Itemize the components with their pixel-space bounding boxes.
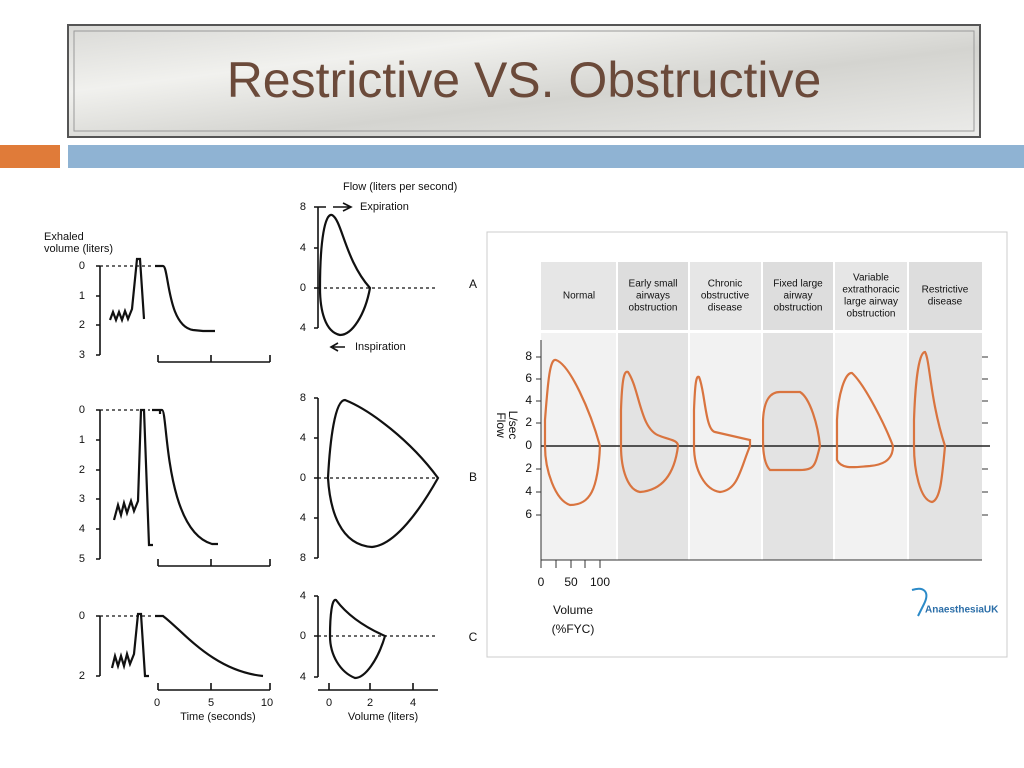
column-header: Normal	[563, 291, 595, 302]
volume-tick-label: 2	[79, 670, 85, 682]
volume-tick-label: 1	[79, 290, 85, 302]
logo: AnaesthesiaUK	[925, 605, 999, 616]
volume-tick-label: 4	[410, 697, 416, 709]
flow-tick-label: 0	[525, 438, 532, 452]
flow-tick-label: 4	[300, 512, 306, 524]
flow-tick-label: 2	[525, 415, 532, 429]
volume-tick-label: 1	[79, 434, 85, 446]
volume-axis-label: Volume (liters)	[348, 711, 418, 723]
flow-tick-label: 2	[525, 461, 532, 475]
column-header: Chronic	[708, 279, 742, 290]
flow-tick-label: 0	[300, 630, 306, 642]
flow-tick-label: 6	[525, 371, 532, 385]
volume-axis-label: volume (liters)	[44, 243, 113, 255]
flow-tick-label: 8	[300, 201, 306, 213]
column-header: obstructive	[701, 291, 750, 302]
flow-tick-label: 8	[525, 349, 532, 363]
time-tick-label: 5	[208, 697, 214, 709]
column-header: obstruction	[847, 309, 896, 320]
flow-axis-label: Flow	[494, 412, 508, 438]
flow-axis-label: Flow (liters per second)	[343, 181, 457, 193]
flow-tick-label: 8	[300, 552, 306, 564]
inspiration-label: Inspiration	[355, 341, 406, 353]
column-header: Variable	[853, 273, 889, 284]
volume-tick-label: 3	[79, 493, 85, 505]
column-header: obstruction	[774, 303, 823, 314]
column-header: Fixed large	[773, 279, 823, 290]
panel-label: C	[469, 630, 478, 644]
right-figure-shapes	[486, 231, 1008, 658]
volume-tick-label: 5	[79, 553, 85, 565]
flow-tick-label: 4	[525, 393, 532, 407]
flow-tick-label: 4	[300, 322, 306, 334]
volume-axis-label: Exhaled	[44, 231, 84, 243]
volume-tick-label: 2	[79, 319, 85, 331]
column-header: large airway	[844, 297, 898, 308]
panel-label: B	[469, 470, 477, 484]
flow-tick-label: 0	[300, 472, 306, 484]
flow-tick-label: 8	[300, 392, 306, 404]
x-tick-label: 100	[590, 575, 610, 589]
x-tick-label: 50	[564, 575, 578, 589]
flow-tick-label: 4	[300, 432, 306, 444]
panel-label: A	[469, 277, 477, 291]
x-tick-label: 0	[538, 575, 545, 589]
title: Restrictive VS. Obstructive	[227, 52, 822, 108]
column-header: airways	[636, 291, 670, 302]
volume-tick-label: 0	[79, 404, 85, 416]
volume-tick-label: 0	[326, 697, 332, 709]
title-frame	[73, 30, 975, 132]
column-header: airway	[784, 291, 813, 302]
column-header: disease	[708, 303, 743, 314]
x-axis-label: (%FYC)	[552, 622, 595, 636]
header-bar	[68, 145, 1024, 168]
column-header: Early small	[629, 279, 678, 290]
volume-tick-label: 3	[79, 349, 85, 361]
column-header: obstruction	[629, 303, 678, 314]
left-figure-shapes	[96, 202, 440, 691]
volume-tick-label: 0	[79, 610, 85, 622]
expiration-label: Expiration	[360, 201, 409, 213]
x-axis-label: Volume	[553, 603, 593, 617]
volume-tick-label: 2	[367, 697, 373, 709]
flow-tick-label: 4	[300, 590, 306, 602]
column-header: disease	[928, 297, 963, 308]
flow-axis-label: L/sec	[506, 411, 520, 440]
flow-tick-label: 4	[300, 242, 306, 254]
time-tick-label: 0	[154, 697, 160, 709]
accent-bar	[0, 145, 60, 168]
volume-tick-label: 2	[79, 464, 85, 476]
flow-tick-label: 4	[525, 484, 532, 498]
column-header: Restrictive	[922, 285, 969, 296]
flow-tick-label: 6	[525, 507, 532, 521]
column-header: extrathoracic	[842, 285, 899, 296]
volume-tick-label: 0	[79, 260, 85, 272]
flow-tick-label: 4	[300, 671, 306, 683]
volume-tick-label: 4	[79, 523, 85, 535]
time-axis-label: Time (seconds)	[180, 711, 255, 723]
title-box	[67, 24, 981, 138]
flow-tick-label: 0	[300, 282, 306, 294]
time-tick-label: 10	[261, 697, 273, 709]
